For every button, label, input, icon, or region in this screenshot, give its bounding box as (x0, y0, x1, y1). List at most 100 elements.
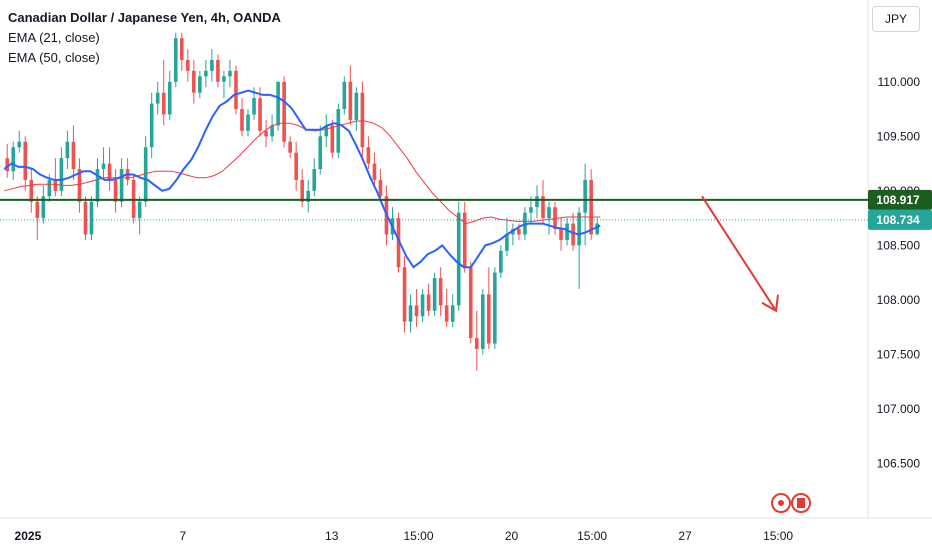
candle-body (456, 212, 461, 306)
x-tick-label: 15:00 (763, 529, 793, 543)
candle-body (5, 158, 10, 172)
y-tick-label: 107.500 (877, 347, 921, 361)
candle-body (95, 169, 100, 202)
candle-body (186, 59, 190, 71)
candle-body (505, 234, 509, 251)
x-tick-label: 15:00 (577, 529, 607, 543)
candle-body (77, 169, 82, 202)
candle-body (493, 272, 497, 344)
candle-body (47, 179, 52, 197)
candle-body (547, 207, 551, 219)
candle-body (198, 76, 202, 93)
candle-body (101, 163, 106, 170)
candle-body (270, 125, 274, 137)
candle-body (312, 169, 317, 191)
candle-body (137, 201, 142, 219)
y-tick-label: 106.500 (877, 456, 921, 470)
candle-body (161, 92, 166, 115)
candle-body (360, 92, 365, 148)
chart-legend: Canadian Dollar / Japanese Yen, 4h, OAND… (8, 8, 281, 68)
candle-body (59, 158, 64, 191)
indicator-ema50-label: EMA (50, close) (8, 50, 100, 65)
candle-body (53, 179, 58, 191)
candle-body (444, 305, 449, 322)
canada-flag-icon-leaf (797, 498, 805, 508)
candle-body (378, 179, 383, 197)
candle-body (318, 136, 323, 170)
candle-body (499, 250, 503, 273)
x-tick-label: 2025 (15, 529, 42, 543)
chart-title: Canadian Dollar / Japanese Yen, 4h, OAND… (8, 10, 281, 25)
candle-body (348, 81, 353, 120)
y-tick-label: 109.500 (877, 129, 921, 143)
candle-body (258, 98, 262, 131)
candle-body (240, 109, 244, 131)
candle-body (535, 196, 539, 208)
y-tick-label: 110.000 (878, 75, 921, 89)
candle-body (462, 212, 467, 268)
y-tick-label: 108.500 (877, 238, 921, 252)
candle-body (330, 125, 335, 153)
candle-body (11, 147, 16, 172)
candle-body (408, 305, 413, 322)
candle-body (65, 141, 70, 159)
candle-body (149, 103, 154, 148)
candle-body (167, 81, 172, 115)
y-tick-label: 108.000 (877, 293, 921, 307)
candle-body (589, 179, 593, 235)
x-tick-label: 13 (325, 529, 339, 543)
candle-body (294, 152, 298, 180)
candle-body (83, 201, 88, 235)
indicator-ema21-label: EMA (21, close) (8, 30, 100, 45)
currency-selector[interactable]: JPY (872, 6, 920, 32)
candle-body (366, 147, 371, 164)
candle-body (155, 92, 160, 104)
candle-body (173, 38, 178, 82)
candle-body (402, 267, 407, 322)
candle-body (450, 305, 455, 322)
candle-body (179, 38, 184, 60)
candle-body (414, 305, 419, 317)
candle-body (71, 141, 76, 170)
candle-body (89, 201, 94, 235)
x-tick-label: 15:00 (403, 529, 433, 543)
candle-body (246, 114, 250, 131)
candle-body (35, 201, 40, 219)
candle-body (234, 70, 238, 110)
candle-body (565, 223, 569, 240)
candle-body (228, 70, 232, 77)
candle-body (595, 223, 599, 235)
last-price-label: 108.734 (876, 213, 920, 227)
candle-body (487, 294, 491, 344)
candle-body (17, 141, 22, 148)
ema21-line (3, 89, 601, 269)
candle-body (264, 130, 268, 137)
candle-body (517, 229, 521, 235)
candle-body (29, 179, 34, 202)
candle-body (324, 125, 329, 137)
candle-body (192, 70, 196, 93)
candle-body (438, 278, 443, 306)
x-tick-label: 27 (678, 529, 692, 543)
candle-body (396, 218, 401, 268)
candle-body (559, 229, 563, 240)
x-tick-label: 20 (505, 529, 519, 543)
candle-body (252, 98, 256, 115)
candle-body (282, 81, 286, 142)
candle-body (583, 179, 587, 213)
candle-body (210, 59, 214, 71)
candle-body (420, 294, 425, 317)
candle-body (300, 179, 304, 202)
candle-body (204, 70, 208, 77)
candle-body (23, 141, 28, 180)
candle-body (143, 147, 148, 202)
forecast-arrow-shaft (701, 195, 777, 312)
candle-body (119, 169, 124, 202)
candle-body (336, 109, 341, 153)
candle-body (480, 294, 485, 349)
candle-body (276, 81, 280, 126)
candle-body (354, 92, 359, 120)
y-tick-label: 107.000 (877, 402, 921, 416)
